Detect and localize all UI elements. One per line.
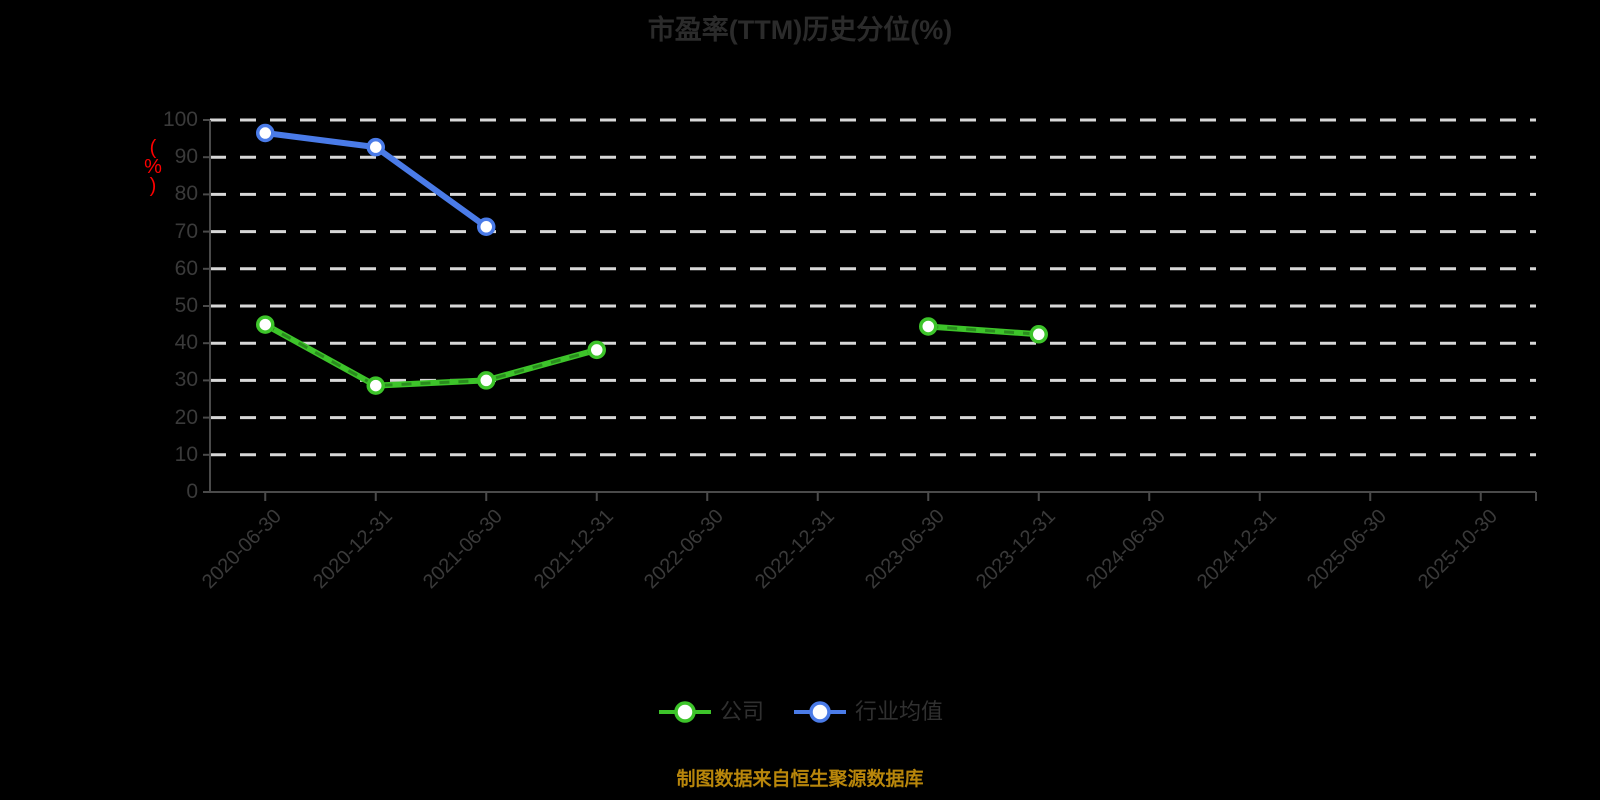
legend-item-industry-average[interactable]: 行业均值 xyxy=(792,700,943,724)
y-tick-label: 30 xyxy=(174,368,198,392)
chart-title: 市盈率(TTM)历史分位(%) xyxy=(647,15,953,45)
data-point-marker[interactable] xyxy=(256,123,275,143)
data-point-marker[interactable] xyxy=(477,371,496,390)
data-point-marker[interactable] xyxy=(366,137,385,157)
data-point-marker[interactable] xyxy=(919,317,938,336)
chart-legend: 公司 行业均值 xyxy=(0,700,1600,724)
data-point-marker[interactable] xyxy=(366,376,385,395)
y-tick-label: 60 xyxy=(174,256,198,280)
y-tick-label: 40 xyxy=(174,331,198,355)
y-tick-label: 90 xyxy=(174,145,198,169)
y-tick-label: 80 xyxy=(174,182,198,206)
data-point-marker[interactable] xyxy=(1029,325,1048,344)
series-layer xyxy=(256,123,1048,395)
y-tick-label: 50 xyxy=(174,294,198,317)
legend-item-company[interactable]: 公司 xyxy=(657,700,764,724)
legend-label: 公司 xyxy=(719,699,764,724)
y-tick-label: 0 xyxy=(186,480,198,503)
y-tick-label: 70 xyxy=(174,219,198,243)
data-point-marker[interactable] xyxy=(477,217,496,237)
series-line-dash-overlay xyxy=(264,323,598,388)
data-source-note: 制图数据来自恒生聚源数据库 xyxy=(676,769,924,790)
y-tick-label: 10 xyxy=(174,442,198,466)
legend-marker-icon xyxy=(658,701,711,723)
data-point-marker[interactable] xyxy=(256,315,275,334)
y-tick-label: 20 xyxy=(174,405,198,429)
plot-area xyxy=(210,118,1536,492)
legend-marker-icon xyxy=(794,701,846,723)
series-line xyxy=(925,323,1042,338)
y-tick-label: 100 xyxy=(162,108,198,131)
y-axis-unit-label: (%) xyxy=(142,137,164,194)
legend-label: 行业均值 xyxy=(855,699,944,724)
data-point-marker[interactable] xyxy=(587,340,606,360)
y-axis-tick-labels: 0 10 20 30 40 50 60 70 80 90 100 xyxy=(140,109,198,502)
